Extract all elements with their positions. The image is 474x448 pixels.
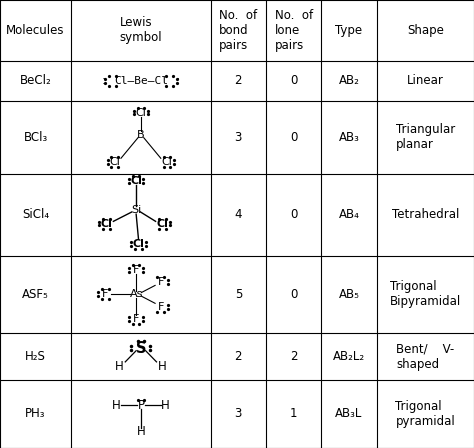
Text: H: H [137,426,145,439]
Text: Cl: Cl [133,239,145,249]
Text: Bent/    V-
shaped: Bent/ V- shaped [396,343,455,370]
Text: Si: Si [131,205,141,215]
Text: F: F [157,277,164,287]
Text: 2: 2 [290,350,297,363]
Text: H: H [161,399,170,412]
Text: 3: 3 [235,131,242,144]
Text: H: H [158,360,166,373]
Text: 5: 5 [235,288,242,301]
Text: 0: 0 [290,288,297,301]
Text: As: As [129,289,143,299]
Text: AB₃L: AB₃L [335,408,363,421]
Text: H: H [112,399,120,412]
Text: 0: 0 [290,74,297,87]
Text: BCl₃: BCl₃ [23,131,48,144]
Text: AB₂: AB₂ [338,74,359,87]
Text: P: P [137,399,145,412]
Text: BeCl₂: BeCl₂ [20,74,51,87]
Text: S: S [136,341,146,356]
Text: AB₃: AB₃ [338,131,359,144]
Text: Linear: Linear [407,74,444,87]
Text: 3: 3 [235,408,242,421]
Text: Tetrahedral: Tetrahedral [392,208,459,221]
Text: H₂S: H₂S [25,350,46,363]
Text: Cl: Cl [109,157,120,167]
Text: AB₂L₂: AB₂L₂ [333,350,365,363]
Text: Cl: Cl [130,176,142,186]
Text: PH₃: PH₃ [25,408,46,421]
Text: Cl: Cl [156,219,168,228]
Text: Trigonal
Bipyramidal: Trigonal Bipyramidal [390,280,461,308]
Text: Trigonal
pyramidal: Trigonal pyramidal [395,400,455,428]
Text: F: F [157,302,164,312]
Text: No.  of
bond
pairs: No. of bond pairs [219,9,257,52]
Text: 0: 0 [290,131,297,144]
Text: 0: 0 [290,208,297,221]
Text: Molecules: Molecules [6,24,65,37]
Text: Cl: Cl [162,157,173,167]
Text: ASF₅: ASF₅ [22,288,49,301]
Text: Cl—Be—Cl: Cl—Be—Cl [114,76,168,86]
Text: Triangular
planar: Triangular planar [396,123,455,151]
Text: 2: 2 [235,350,242,363]
Text: :: : [176,74,180,87]
Text: Shape: Shape [407,24,444,37]
Text: Cl: Cl [101,219,113,228]
Text: Lewis
symbol: Lewis symbol [119,17,162,44]
Text: 2: 2 [235,74,242,87]
Text: H: H [115,360,124,373]
Text: Type: Type [335,24,363,37]
Text: AB₄: AB₄ [338,208,359,221]
Text: No.  of
lone
pairs: No. of lone pairs [274,9,313,52]
Text: AB₅: AB₅ [338,288,359,301]
Text: Cl: Cl [136,108,146,117]
Text: B: B [137,130,145,140]
Text: :: : [102,74,106,87]
Text: F: F [133,314,139,324]
Text: 1: 1 [290,408,297,421]
Text: 4: 4 [235,208,242,221]
Text: SiCl₄: SiCl₄ [22,208,49,221]
Text: F: F [102,289,109,299]
Text: F: F [133,265,139,275]
